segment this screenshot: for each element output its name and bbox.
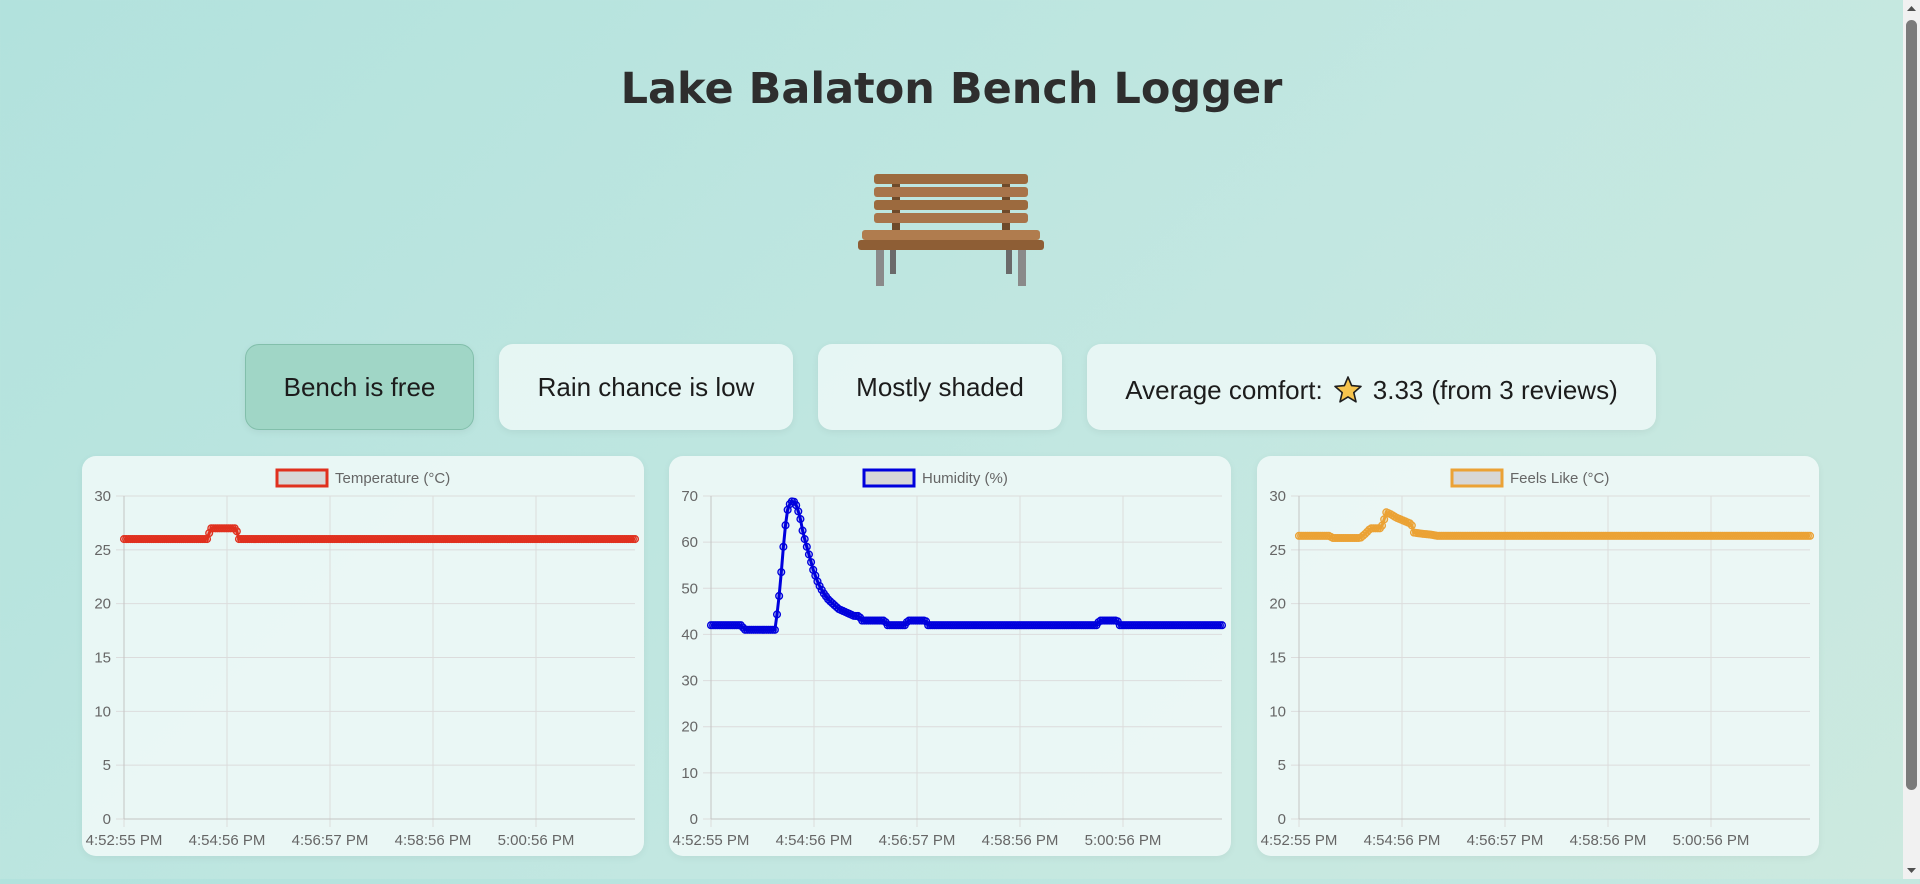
x-tick-label: 4:58:56 PM (395, 832, 472, 849)
y-tick-label: 5 (1278, 757, 1286, 774)
y-tick-label: 15 (94, 650, 111, 667)
data-point[interactable] (798, 526, 807, 535)
data-point[interactable] (796, 515, 805, 524)
data-point[interactable] (800, 535, 809, 544)
data-point[interactable] (804, 550, 813, 559)
series-line (1299, 510, 1810, 540)
legend-label: Feels Like (°C) (1510, 470, 1609, 487)
data-point[interactable] (232, 527, 241, 536)
bench-status-card: Bench is free (245, 344, 474, 430)
y-tick-label: 70 (681, 488, 698, 505)
humidity-chart: Humidity (%) 0 10 20 30 40 50 60 70 4:52:55 PM 4:5… (669, 456, 1231, 856)
y-tick-label: 10 (681, 765, 698, 782)
x-tick-label: 4:52:55 PM (86, 832, 163, 849)
rain-status-card: Rain chance is low (499, 344, 793, 430)
chart-legend[interactable]: Humidity (%) (862, 468, 1008, 488)
legend-swatch (862, 468, 916, 488)
y-tick-label: 0 (690, 811, 698, 828)
data-point[interactable] (779, 542, 788, 551)
data-point[interactable] (1217, 621, 1227, 630)
y-tick-label: 30 (94, 488, 111, 505)
x-tick-label: 4:52:55 PM (673, 832, 750, 849)
x-tick-label: 5:00:56 PM (1085, 832, 1162, 849)
x-tick-label: 4:56:57 PM (879, 832, 956, 849)
y-tick-label: 25 (94, 542, 111, 559)
feels-like-chart: Feels Like (°C) 0 5 10 15 20 25 30 4:52:55 PM 4:5… (1257, 456, 1819, 856)
x-tick-label: 5:00:56 PM (498, 832, 575, 849)
y-tick-label: 20 (94, 596, 111, 613)
legend-label: Temperature (°C) (335, 470, 450, 487)
star-icon (1333, 375, 1363, 405)
bench-status-text: Bench is free (283, 371, 436, 402)
data-point[interactable] (777, 568, 786, 577)
x-tick-label: 4:56:57 PM (1467, 832, 1544, 849)
y-tick-label: 60 (681, 534, 698, 551)
data-point[interactable] (1407, 521, 1416, 530)
y-tick-label: 20 (681, 719, 698, 736)
comfort-value: 3.33 (1372, 374, 1424, 405)
y-tick-label: 25 (1269, 542, 1286, 559)
series-line (711, 499, 1222, 632)
data-point[interactable] (630, 535, 640, 544)
y-tick-label: 10 (94, 703, 111, 720)
data-point[interactable] (794, 507, 803, 516)
chart-legend[interactable]: Feels Like (°C) (1450, 468, 1609, 488)
data-point[interactable] (802, 542, 811, 551)
x-tick-label: 4:54:56 PM (776, 832, 853, 849)
y-tick-label: 5 (103, 757, 111, 774)
y-tick-label: 15 (1269, 650, 1286, 667)
data-point[interactable] (1380, 515, 1389, 524)
x-tick-label: 5:00:56 PM (1673, 832, 1750, 849)
y-tick-label: 30 (1269, 488, 1286, 505)
y-tick-label: 30 (681, 673, 698, 690)
legend-swatch (1450, 468, 1504, 488)
legend-label: Humidity (%) (922, 470, 1008, 487)
series-line (124, 526, 635, 541)
y-tick-label: 0 (103, 811, 111, 828)
y-tick-label: 0 (1278, 811, 1286, 828)
scroll-up-arrow-icon[interactable] (1903, 0, 1920, 17)
y-tick-label: 40 (681, 626, 698, 643)
scroll-down-arrow-icon[interactable] (1903, 862, 1920, 879)
vertical-scrollbar[interactable] (1903, 0, 1920, 879)
scrollbar-thumb[interactable] (1906, 20, 1917, 790)
x-tick-label: 4:52:55 PM (1261, 832, 1338, 849)
x-tick-label: 4:54:56 PM (1364, 832, 1441, 849)
data-point[interactable] (1805, 531, 1815, 540)
x-tick-label: 4:58:56 PM (1570, 832, 1647, 849)
legend-swatch (275, 468, 329, 488)
chart-legend[interactable]: Temperature (°C) (275, 468, 450, 488)
x-tick-label: 4:56:57 PM (292, 832, 369, 849)
data-point[interactable] (772, 610, 782, 619)
page-title: Lake Balaton Bench Logger (620, 64, 1283, 114)
shade-status-card: Mostly shaded (818, 344, 1062, 430)
temperature-chart: Temperature (°C) 0 5 10 15 20 25 30 4:52:55 PM 4:… (82, 456, 644, 856)
data-point[interactable] (807, 558, 816, 567)
y-tick-label: 50 (681, 580, 698, 597)
comfort-label: Average comfort: (1125, 374, 1323, 405)
x-tick-label: 4:54:56 PM (189, 832, 266, 849)
y-tick-label: 20 (1269, 596, 1286, 613)
comfort-review-count: (from 3 reviews) (1431, 374, 1618, 405)
data-point[interactable] (781, 521, 790, 530)
y-tick-label: 10 (1269, 703, 1286, 720)
park-bench-illustration (858, 168, 1044, 286)
data-point[interactable] (770, 625, 779, 634)
shade-status-text: Mostly shaded (856, 371, 1024, 402)
x-tick-label: 4:58:56 PM (982, 832, 1059, 849)
rain-status-text: Rain chance is low (537, 371, 755, 402)
comfort-status-card: Average comfort: 3.33 (from 3 reviews) (1087, 344, 1656, 430)
data-point[interactable] (775, 591, 784, 601)
